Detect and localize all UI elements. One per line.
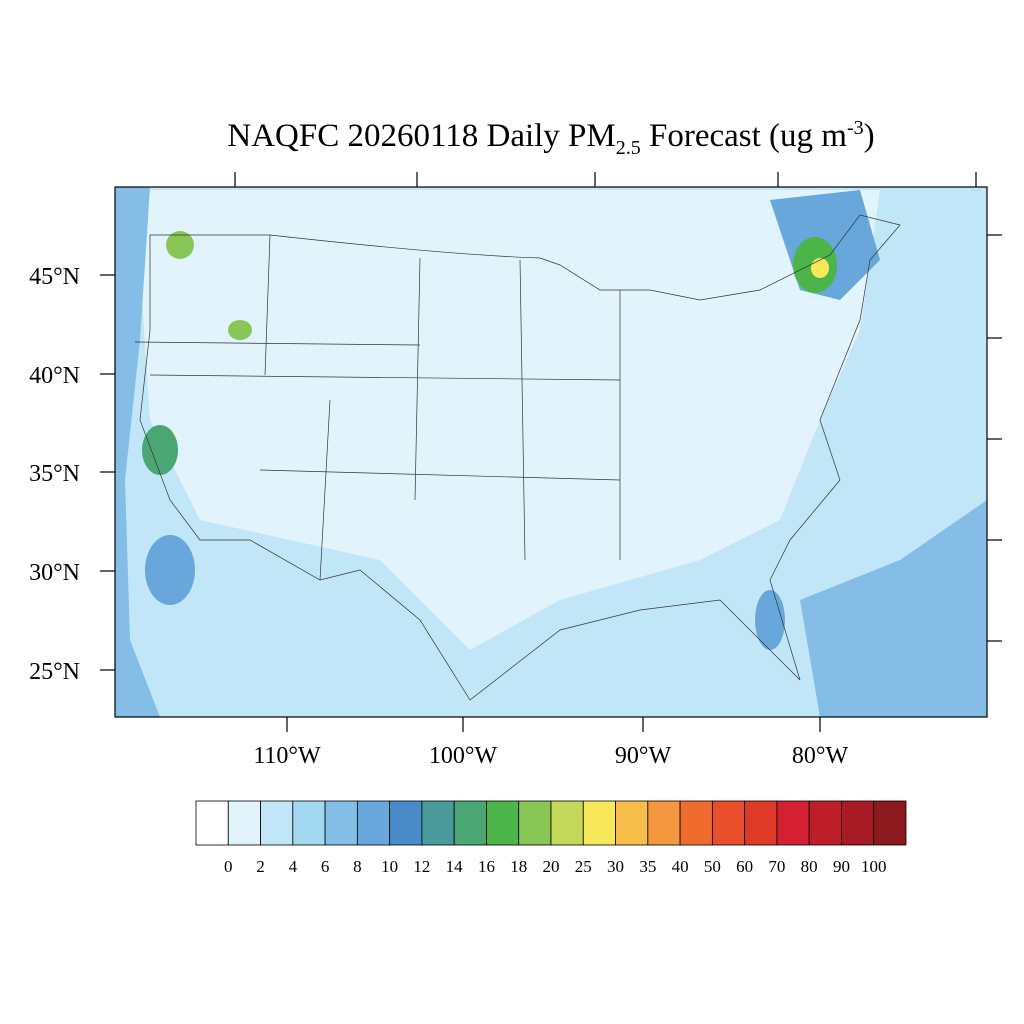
atlantic-field [800,500,987,717]
colorbar-label: 16 [478,857,495,876]
lat-label: 35°N [29,461,80,487]
lat-label: 25°N [29,659,80,685]
colorbar-box [776,800,810,846]
colorbar-box [292,800,326,846]
lat-label: 40°N [29,363,80,389]
colorbar-box [356,800,391,846]
colorbar-box [260,800,294,846]
colorbar-box [841,800,875,846]
colorbar-label: 70 [768,857,785,876]
title-text: NAQFC 20260118 Daily PM [227,118,615,154]
lon-label: 110°W [253,743,321,769]
colorbar-label: 14 [446,857,464,876]
colorbar-label: 6 [321,857,330,876]
plume [811,258,829,278]
lat-label: 45°N [29,264,80,290]
colorbar-box [808,800,842,846]
colorbar-label: 0 [224,857,233,876]
country-outline [139,214,901,701]
colorbar-box [421,800,455,846]
colorbar-label: 50 [704,857,721,876]
title-superscript: -3 [847,117,864,139]
colorbar-box [389,800,423,846]
colorbar-box [582,800,616,846]
colorbar-box [227,800,261,846]
colorbar-label: 18 [510,857,527,876]
title-subscript: 2.5 [616,137,641,159]
title-text: ) [864,118,875,154]
colorbar-box [518,800,552,846]
colorbar-label: 20 [543,857,560,876]
plume [228,320,252,340]
colorbar-label: 35 [639,857,656,876]
colorbar-label: 8 [353,857,362,876]
colorbar-box [679,800,713,846]
colorbar-box [711,800,746,846]
map-frame [114,186,988,718]
pacific-field [115,187,160,717]
map [114,172,1002,718]
lon-label: 80°W [792,743,849,769]
colorbar-label: 30 [607,857,624,876]
colorbar-label: 25 [575,857,592,876]
title-text: Forecast (ug m [641,118,848,154]
colorbar-box [324,800,358,846]
plume [145,535,195,605]
colorbar-label: 90 [833,857,850,876]
colorbar-box [486,800,520,846]
low-field [135,190,880,650]
lon-label: 90°W [615,743,672,769]
map-title: NAQFC 20260118 Daily PM2.5 Forecast (ug … [227,117,874,159]
lon-label: 100°W [429,743,498,769]
colorbar-label: 100 [861,857,887,876]
colorbar-label: 12 [413,857,430,876]
colorbar-box [647,800,681,846]
colorbar-box [744,800,778,846]
plume [142,425,178,475]
lat-label: 30°N [29,560,80,586]
state-lines [134,234,621,581]
colorbar-label: 4 [289,857,298,876]
plume [166,231,194,259]
colorbar-box [873,800,907,846]
colorbar-box [550,800,584,846]
colorbar-label: 10 [381,857,398,876]
colorbar-box [195,800,229,846]
colorbar-label: 40 [672,857,689,876]
colorbar: 0 2 4 6 8 10 12 14 16 18 20 25 30 35 40 50 60 70 80 90 100 [195,800,907,876]
colorbar-box [453,800,487,846]
colorbar-label: 60 [736,857,753,876]
plume [755,590,785,650]
colorbar-box [615,800,649,846]
colorbar-label: 80 [801,857,818,876]
colorbar-label: 2 [256,857,265,876]
